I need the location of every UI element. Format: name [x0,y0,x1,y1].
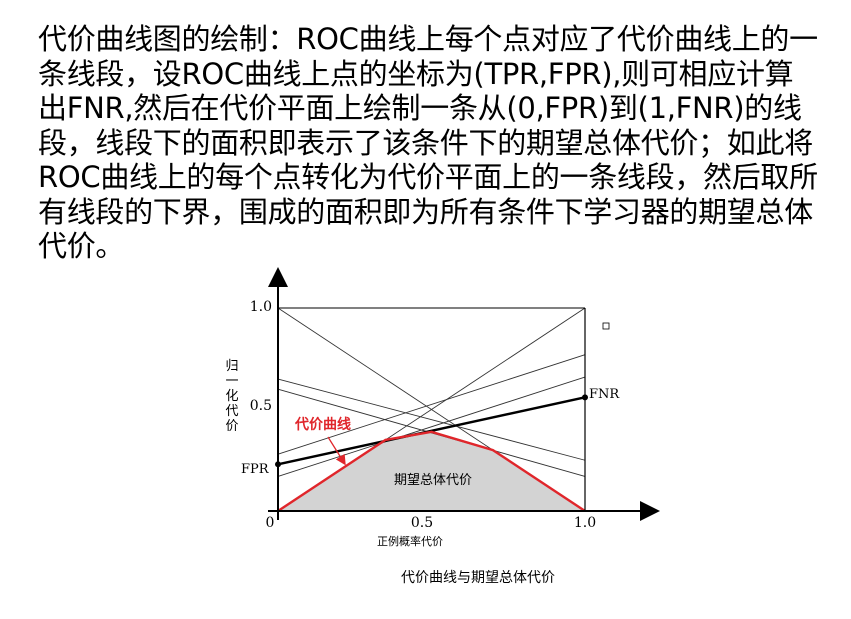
cost-segment-4 [277,354,586,455]
x-axis-label: 正例概率代价 [377,534,443,548]
expected-cost-label: 期望总体代价 [394,472,472,488]
expected-cost-area [278,431,585,511]
cost-curve [277,430,586,513]
cost-segment-5 [277,376,586,477]
small-square-mark [602,322,610,330]
y-tick-label: 0.5 [250,398,272,414]
chart-caption: 代价曲线与期望总体代价 [401,570,555,586]
cost-curve-label-arrow [327,436,346,466]
y-axis-label: 归一化代价 [225,359,238,434]
fpr-label: FPR [241,462,270,477]
fnr-label: FNR [589,387,620,402]
cost-segment-2 [277,378,586,461]
y-tick-label: 1.0 [250,299,272,315]
description-paragraph: 代价曲线图的绘制：ROC曲线上每个点对应了代价曲线上的一条线段，设ROC曲线上点… [38,22,818,263]
x-tick-label: 0.5 [411,515,433,531]
cost-curve-label: 代价曲线 [294,416,351,433]
x-tick-label: 1.0 [574,515,596,531]
x-tick-label: 0 [266,515,275,531]
